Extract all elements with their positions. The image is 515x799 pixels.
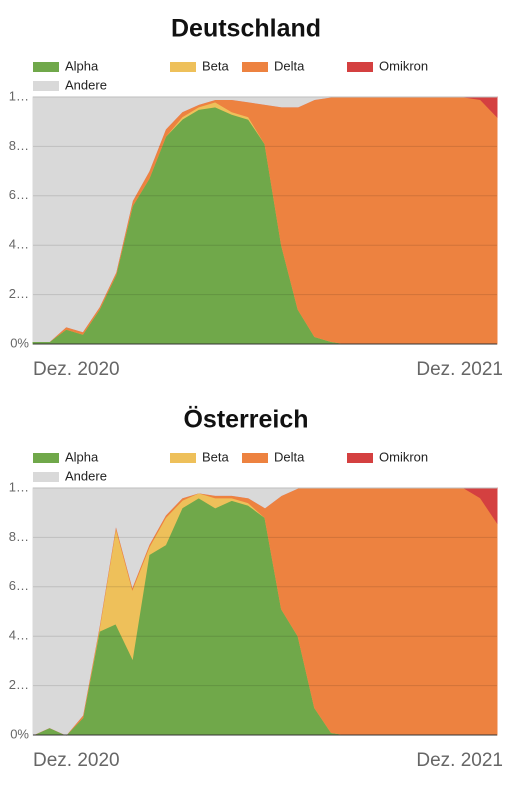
legend-swatch: [33, 62, 59, 72]
y-tick-label: 8…: [9, 138, 29, 153]
x-tick-label: Dez. 2021: [416, 359, 503, 380]
y-tick-label: 8…: [9, 529, 29, 544]
legend-label: Alpha: [65, 58, 99, 73]
legend-swatch: [33, 472, 59, 482]
area: [32, 96, 497, 343]
y-tick-label: 6…: [9, 187, 29, 202]
legend-label: Delta: [274, 58, 305, 73]
legend-label: Andere: [65, 77, 107, 92]
y-tick-label: 2…: [9, 286, 29, 301]
legend-swatch: [170, 62, 196, 72]
legend-label: Beta: [202, 58, 230, 73]
chart-title: Deutschland: [171, 15, 321, 43]
legend-swatch: [33, 81, 59, 91]
legend-swatch: [170, 453, 196, 463]
x-tick-label: Dez. 2021: [416, 750, 503, 771]
y-tick-label: 4…: [9, 628, 29, 643]
chart-title: Österreich: [183, 405, 308, 434]
legend-swatch: [242, 453, 268, 463]
legend-swatch: [242, 62, 268, 72]
legend-swatch: [347, 62, 373, 72]
legend-label: Omikron: [379, 449, 428, 464]
x-tick-label: Dez. 2020: [33, 359, 120, 380]
legend-label: Andere: [65, 468, 107, 483]
legend-label: Omikron: [379, 58, 428, 73]
legend-swatch: [347, 453, 373, 463]
area: [32, 487, 497, 736]
y-tick-label: 1…: [9, 479, 29, 494]
y-tick-label: 0%: [10, 335, 29, 350]
legend-label: Alpha: [65, 449, 99, 464]
y-tick-label: 2…: [9, 677, 29, 692]
y-tick-label: 0%: [10, 726, 29, 741]
y-tick-label: 4…: [9, 237, 29, 252]
legend-swatch: [33, 453, 59, 463]
x-tick-label: Dez. 2020: [33, 750, 120, 771]
y-tick-label: 1…: [9, 88, 29, 103]
legend-label: Delta: [274, 449, 305, 464]
y-tick-label: 6…: [9, 578, 29, 593]
legend-label: Beta: [202, 449, 230, 464]
